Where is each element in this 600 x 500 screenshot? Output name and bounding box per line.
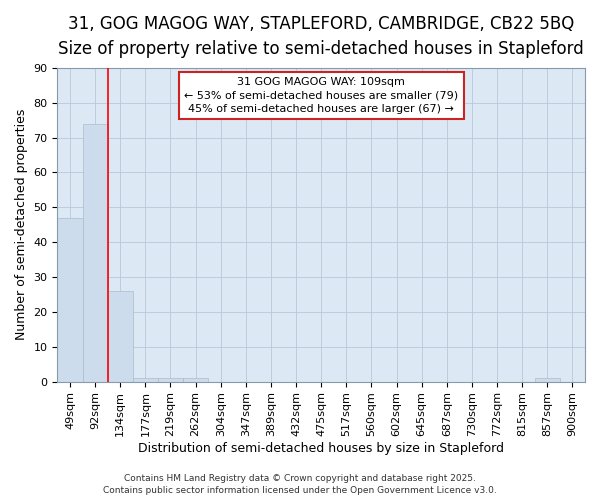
- Bar: [535, 378, 560, 382]
- Text: 31 GOG MAGOG WAY: 109sqm
← 53% of semi-detached houses are smaller (79)
45% of s: 31 GOG MAGOG WAY: 109sqm ← 53% of semi-d…: [184, 78, 458, 114]
- Bar: [133, 378, 158, 382]
- Bar: [83, 124, 107, 382]
- X-axis label: Distribution of semi-detached houses by size in Stapleford: Distribution of semi-detached houses by …: [138, 442, 504, 455]
- Text: Contains HM Land Registry data © Crown copyright and database right 2025.
Contai: Contains HM Land Registry data © Crown c…: [103, 474, 497, 495]
- Bar: [107, 291, 133, 382]
- Bar: [58, 218, 83, 382]
- Bar: [183, 378, 208, 382]
- Title: 31, GOG MAGOG WAY, STAPLEFORD, CAMBRIDGE, CB22 5BQ
Size of property relative to : 31, GOG MAGOG WAY, STAPLEFORD, CAMBRIDGE…: [58, 15, 584, 58]
- Y-axis label: Number of semi-detached properties: Number of semi-detached properties: [15, 109, 28, 340]
- Bar: [158, 378, 183, 382]
